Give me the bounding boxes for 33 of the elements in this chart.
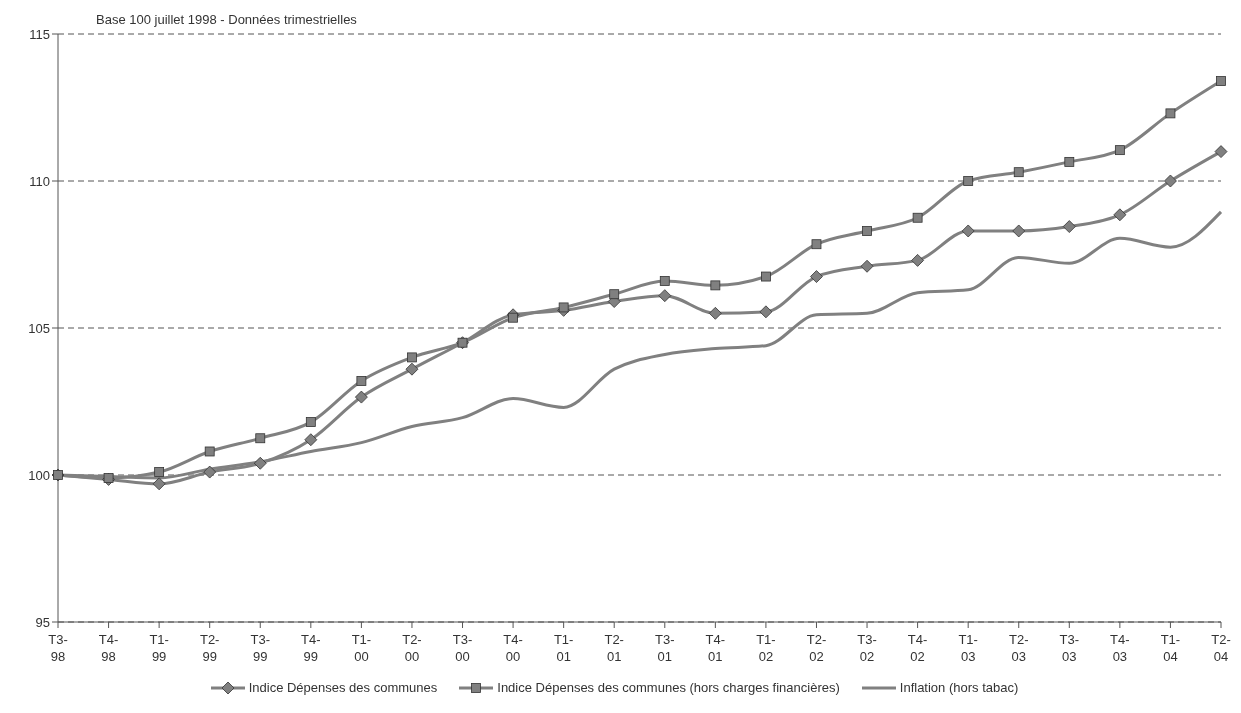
legend-label: Indice Dépenses des communes xyxy=(248,680,438,695)
legend-label: Inflation (hors tabac) xyxy=(899,680,1019,695)
y-tick-label: 110 xyxy=(29,173,50,189)
x-tick-label: T3-01 xyxy=(655,632,675,664)
x-tick-label: T3-00 xyxy=(452,632,473,664)
x-tick-label: T4-01 xyxy=(705,632,726,664)
y-tick-label: 115 xyxy=(29,26,50,42)
x-tick-label: T1-02 xyxy=(756,632,776,664)
x-tick-label: T1-03 xyxy=(958,632,978,664)
chart-title: Base 100 juillet 1998 - Données trimestrielles xyxy=(96,12,357,27)
x-tick-label: T3-03 xyxy=(1059,632,1080,664)
y-tick-label: 100 xyxy=(28,467,50,483)
x-tick-label: T1-00 xyxy=(351,632,372,664)
y-tick-label: 105 xyxy=(28,320,50,336)
x-tick-label: T4-99 xyxy=(301,632,321,664)
x-tick-label: T3-98 xyxy=(48,632,68,664)
x-tick-label: T2-02 xyxy=(806,632,827,664)
x-tick-label: T2-01 xyxy=(604,632,624,664)
x-tick-label: T2-04 xyxy=(1211,632,1231,664)
x-tick-label: T1-99 xyxy=(149,632,169,664)
x-tick-label: T4-02 xyxy=(907,632,928,664)
x-tick-label: T2-03 xyxy=(1008,632,1029,664)
x-tick-label: T3-99 xyxy=(250,632,271,664)
x-tick-label: T1-04 xyxy=(1160,632,1181,664)
x-tick-label: T1-01 xyxy=(553,632,574,664)
x-tick-label: T2-99 xyxy=(199,632,220,664)
x-tick-label: T3-02 xyxy=(857,632,877,664)
x-tick-label: T2-00 xyxy=(402,632,422,664)
legend-label: Indice Dépenses des communes (hors charges financières) xyxy=(497,680,840,695)
x-tick-label: T4-03 xyxy=(1110,632,1130,664)
x-tick-label: T4-98 xyxy=(98,632,119,664)
y-tick-label: 95 xyxy=(35,614,50,630)
x-tick-label: T4-00 xyxy=(503,632,523,664)
